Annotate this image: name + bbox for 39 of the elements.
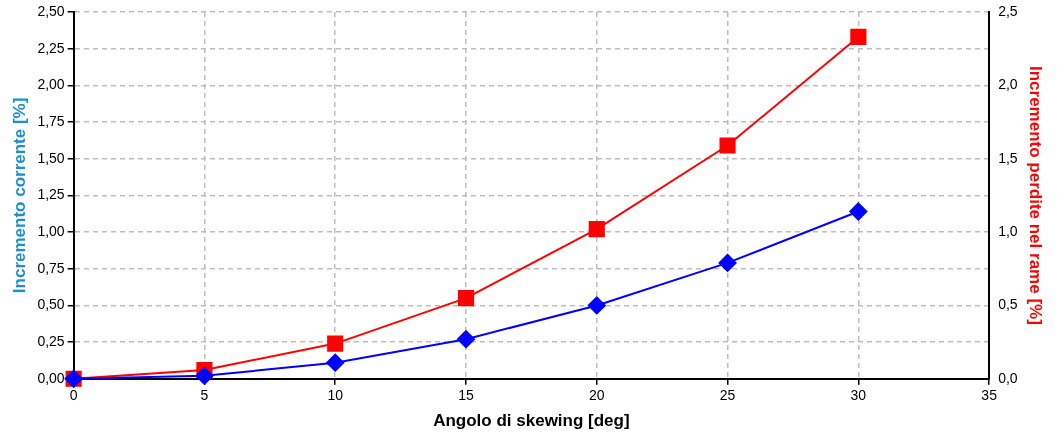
y2-tick-label: 0,0 <box>998 369 1018 386</box>
x-axis-title: Angolo di skewing [deg] <box>433 411 630 431</box>
point <box>327 335 344 352</box>
x-tick-label: 25 <box>719 387 736 404</box>
y-tick-label: 2,00 <box>37 76 65 93</box>
y2-tick-label: 0,5 <box>998 296 1018 313</box>
y-tick-label: 1,75 <box>37 112 65 129</box>
y2-tick-label: 2,5 <box>998 2 1018 19</box>
point <box>850 28 867 46</box>
y2-tick-label: 1,5 <box>998 149 1018 166</box>
point <box>588 221 605 238</box>
y-axis-title: Incremento corrente [%] <box>9 97 29 294</box>
y2-axis-title: Incremento perdite nel rame [%] <box>1026 65 1046 325</box>
point <box>457 330 475 349</box>
x-tick-label: 35 <box>981 387 998 404</box>
y-tick-label: 0,50 <box>37 296 65 313</box>
point <box>326 353 345 372</box>
x-tick-label: 5 <box>200 387 209 404</box>
y-tick-label: 0,75 <box>37 259 65 276</box>
x-tick-label: 30 <box>850 387 867 404</box>
y-tick-label: 0,00 <box>37 369 65 386</box>
y2-tick-label: 2,0 <box>998 76 1018 93</box>
point <box>718 253 737 272</box>
x-tick-label: 0 <box>69 387 78 404</box>
y-tick-label: 1,25 <box>37 186 65 203</box>
y-tick-label: 2,25 <box>37 39 65 56</box>
y-tick-label: 0,25 <box>37 332 65 349</box>
point <box>195 366 214 385</box>
x-tick-label: 20 <box>589 387 605 404</box>
x-tick-label: 15 <box>458 387 474 404</box>
point <box>587 296 606 315</box>
y-tick-label: 2,50 <box>37 2 65 19</box>
x-tick-label: 10 <box>327 387 344 404</box>
point <box>719 137 736 154</box>
y-tick-label: 1,00 <box>37 222 65 239</box>
point <box>849 202 868 221</box>
y-tick-label: 1,50 <box>37 149 65 166</box>
y2-tick-label: 1,0 <box>998 222 1018 239</box>
point <box>457 290 475 307</box>
